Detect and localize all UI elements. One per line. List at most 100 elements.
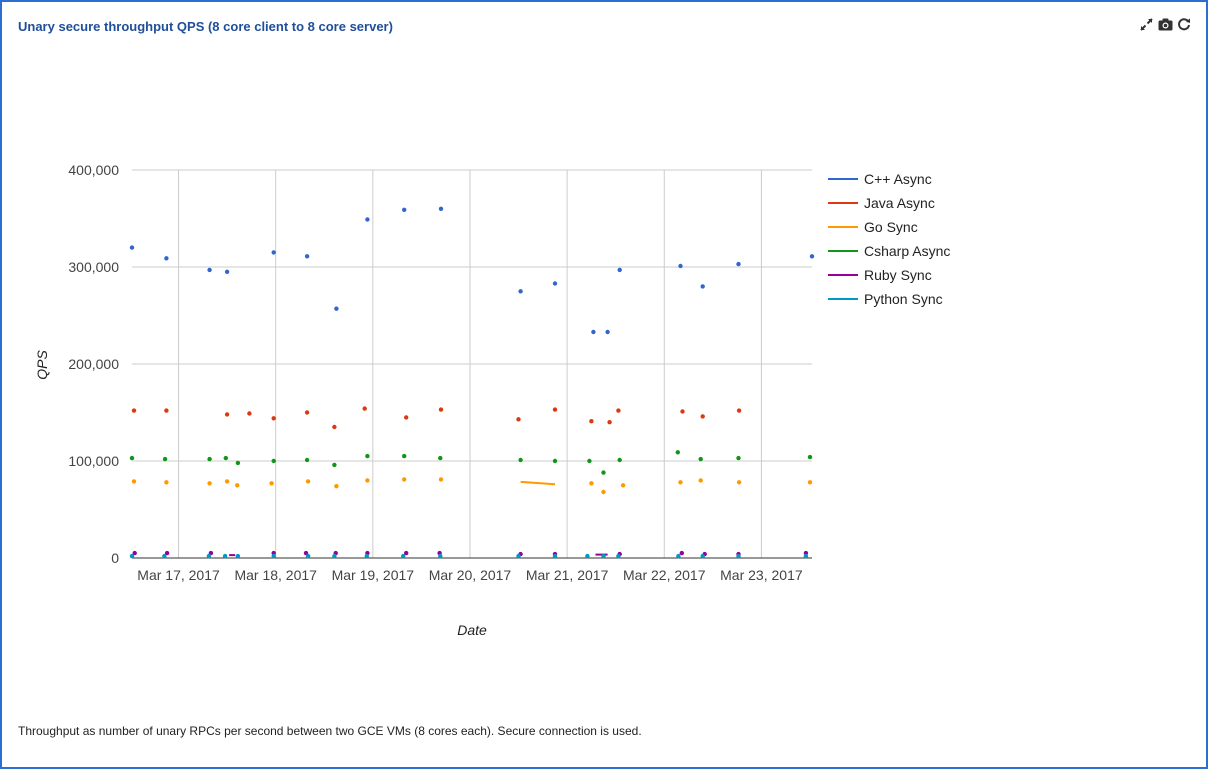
data-point[interactable] (207, 456, 212, 462)
data-point[interactable] (305, 479, 311, 484)
data-point[interactable] (616, 553, 621, 559)
data-point[interactable] (271, 250, 276, 255)
data-point[interactable] (698, 478, 703, 483)
data-point[interactable] (332, 424, 337, 430)
data-point[interactable] (334, 484, 339, 489)
data-point[interactable] (607, 420, 612, 425)
data-point[interactable] (438, 477, 444, 482)
data-point[interactable] (334, 306, 339, 311)
data-point[interactable] (617, 267, 622, 273)
collapse-icon[interactable] (1138, 16, 1154, 32)
data-point[interactable] (589, 481, 594, 486)
data-point[interactable] (332, 553, 337, 559)
data-point[interactable] (269, 481, 274, 486)
data-point[interactable] (162, 456, 168, 462)
data-point[interactable] (162, 553, 167, 559)
data-point[interactable] (129, 245, 135, 250)
data-point[interactable] (587, 458, 592, 464)
legend-item[interactable]: Go Sync (828, 219, 918, 235)
data-point[interactable] (404, 550, 409, 556)
data-point[interactable] (304, 457, 310, 463)
data-point[interactable] (129, 553, 135, 559)
data-point[interactable] (601, 470, 606, 475)
data-point[interactable] (402, 477, 407, 482)
data-point[interactable] (438, 553, 443, 559)
data-point[interactable] (271, 553, 276, 559)
data-point[interactable] (365, 478, 370, 483)
data-point[interactable] (736, 553, 741, 559)
data-point[interactable] (675, 450, 680, 455)
data-point[interactable] (552, 281, 558, 286)
data-point[interactable] (803, 553, 809, 559)
data-point[interactable] (207, 267, 212, 273)
data-point[interactable] (402, 207, 407, 212)
data-point[interactable] (131, 408, 137, 413)
data-point[interactable] (129, 455, 135, 461)
legend-item[interactable]: C++ Async (828, 171, 932, 187)
data-point[interactable] (223, 455, 228, 461)
data-point[interactable] (247, 411, 252, 416)
data-point[interactable] (736, 480, 742, 485)
data-point[interactable] (235, 483, 240, 488)
data-point[interactable] (362, 406, 367, 411)
data-point[interactable] (516, 553, 521, 559)
legend-item[interactable]: Csharp Async (828, 243, 950, 259)
data-point[interactable] (552, 458, 558, 464)
legend[interactable]: C++ Async Java Async Go Sync Csharp Async Ru… (828, 171, 950, 307)
data-point[interactable] (222, 553, 228, 559)
data-point[interactable] (736, 261, 741, 267)
data-point[interactable] (700, 553, 705, 559)
data-point[interactable] (679, 550, 684, 556)
legend-item[interactable]: Ruby Sync (828, 267, 932, 283)
data-point[interactable] (304, 254, 310, 259)
data-point[interactable] (404, 415, 409, 420)
data-point[interactable] (585, 553, 590, 559)
data-point[interactable] (224, 269, 230, 274)
data-point[interactable] (736, 455, 741, 461)
data-point[interactable] (164, 256, 169, 261)
legend-item[interactable]: Python Sync (828, 291, 943, 307)
data-point[interactable] (207, 481, 212, 486)
data-point[interactable] (807, 454, 813, 460)
refresh-icon[interactable] (1176, 16, 1192, 32)
data-point[interactable] (438, 455, 443, 461)
data-point[interactable] (164, 480, 169, 485)
data-point[interactable] (332, 462, 337, 468)
data-point[interactable] (235, 553, 241, 559)
data-point[interactable] (131, 479, 137, 484)
data-point[interactable] (206, 553, 212, 559)
data-point[interactable] (364, 553, 369, 559)
data-point[interactable] (700, 414, 705, 419)
data-point[interactable] (605, 329, 610, 335)
data-point[interactable] (518, 289, 523, 294)
data-point[interactable] (676, 553, 681, 559)
data-point[interactable] (516, 417, 521, 422)
data-point[interactable] (224, 412, 230, 417)
data-point[interactable] (620, 483, 626, 488)
data-point[interactable] (680, 409, 685, 414)
data-point[interactable] (438, 206, 444, 211)
camera-icon[interactable] (1157, 16, 1173, 32)
data-point[interactable] (591, 329, 596, 335)
data-point[interactable] (617, 457, 622, 463)
data-point[interactable] (224, 479, 230, 484)
data-point[interactable] (438, 407, 444, 412)
data-point[interactable] (736, 408, 742, 413)
data-point[interactable] (305, 553, 311, 559)
data-point[interactable] (552, 553, 558, 559)
data-point[interactable] (164, 408, 169, 413)
data-point[interactable] (616, 408, 621, 413)
data-point[interactable] (235, 460, 241, 466)
data-point[interactable] (809, 254, 815, 259)
data-point[interactable] (271, 416, 276, 421)
data-point[interactable] (271, 458, 276, 464)
data-point[interactable] (678, 480, 683, 485)
data-point[interactable] (401, 553, 406, 559)
data-point[interactable] (365, 217, 370, 222)
legend-item[interactable]: Java Async (828, 195, 935, 211)
data-point[interactable] (132, 550, 137, 556)
data-point[interactable] (552, 407, 558, 412)
data-point[interactable] (601, 489, 606, 495)
data-point[interactable] (678, 263, 683, 269)
data-point[interactable] (698, 456, 703, 462)
